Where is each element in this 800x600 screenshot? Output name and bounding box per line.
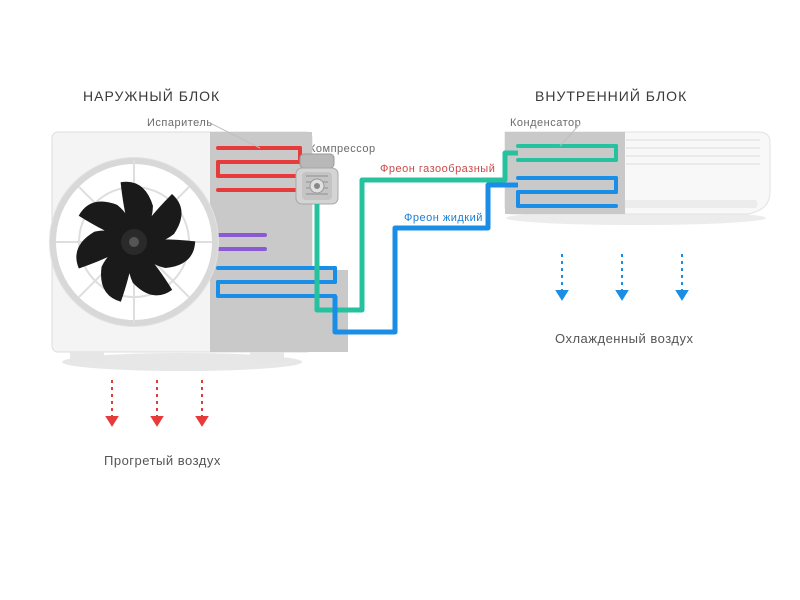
compressor-icon <box>296 154 338 204</box>
indoor-unit-body <box>505 132 770 225</box>
outdoor-cutaway <box>210 132 348 352</box>
compressor-label: Компрессор <box>309 143 376 155</box>
gas-pipe <box>317 153 518 310</box>
hot-air-arrows <box>107 380 207 425</box>
condenser-coil <box>518 146 616 206</box>
heated-air-label: Прогретый воздух <box>104 453 221 468</box>
condenser-label: Конденсатор <box>510 117 581 129</box>
fan-icon <box>50 158 218 326</box>
gas-freon-label: Фреон газообразный <box>380 163 495 175</box>
evaporator-hot-coil <box>218 148 300 190</box>
outdoor-unit-body <box>52 132 312 352</box>
cooled-air-label: Охлажденный воздух <box>555 331 693 346</box>
evaporator-label: Испаритель <box>147 117 213 129</box>
indoor-block-title: ВНУТРЕННИЙ БЛОК <box>535 88 687 104</box>
outdoor-block-title: НАРУЖНЫЙ БЛОК <box>83 88 220 104</box>
evaporator-leader <box>212 124 260 148</box>
liquid-pipe <box>335 185 518 332</box>
cold-air-arrows <box>557 254 687 299</box>
liquid-freon-label: Фреон жидкий <box>404 212 483 224</box>
evaporator-cold-coil <box>218 268 335 296</box>
